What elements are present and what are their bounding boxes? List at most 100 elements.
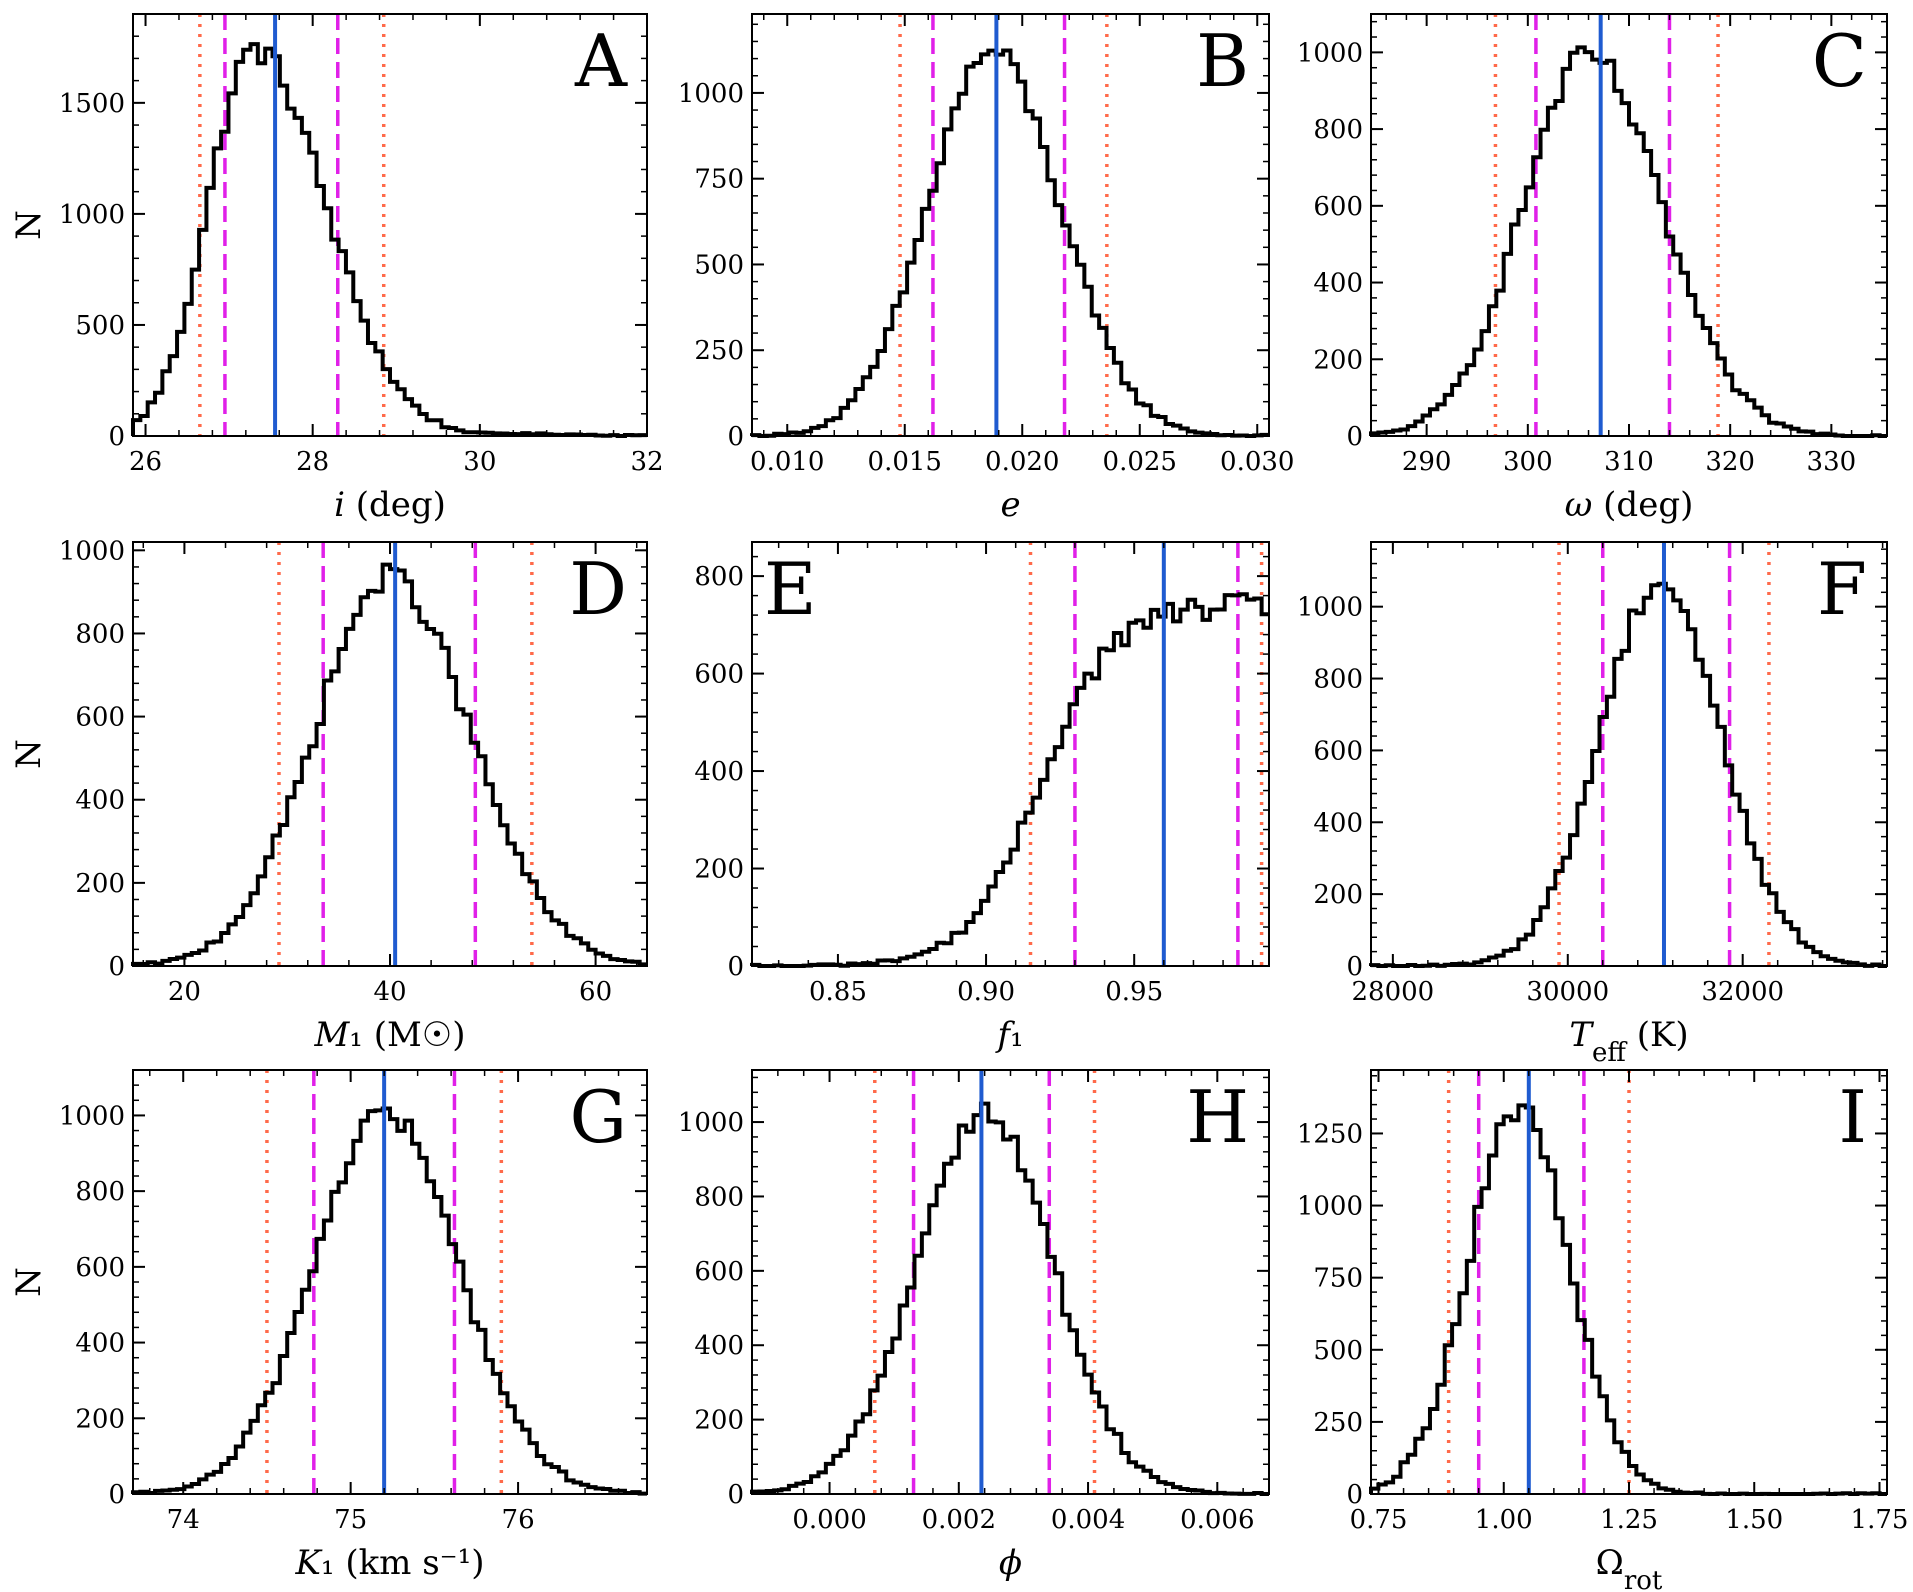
panel-h: 0.000 0.002 0.004 0.006 0 200 400 600 800 1000 ϕ H bbox=[678, 1069, 1270, 1583]
y-tick-label: 600 bbox=[1313, 192, 1363, 222]
x-tick-label: 330 bbox=[1807, 447, 1857, 477]
y-tick-label: 750 bbox=[694, 165, 744, 195]
plot-frame bbox=[1370, 13, 1888, 437]
panel-letter: D bbox=[569, 547, 627, 631]
histogram-steps bbox=[131, 1106, 647, 1496]
x-tick-label: 0.006 bbox=[1180, 1505, 1254, 1535]
x-tick-label: 32000 bbox=[1701, 977, 1784, 1007]
y-tick-label: 600 bbox=[1313, 736, 1363, 766]
y-tick-label: 0 bbox=[727, 422, 744, 452]
y-axis-label: N bbox=[9, 210, 49, 240]
y-tick-label: 0 bbox=[108, 422, 125, 452]
panel-b: 0.010 0.015 0.020 0.025 0.030 0 250 500 750 1000 e… bbox=[678, 13, 1294, 525]
x-tick-label: 75 bbox=[334, 1505, 367, 1535]
y-tick-label: 250 bbox=[1313, 1408, 1363, 1438]
panel-letter: B bbox=[1196, 19, 1249, 103]
x-tick-label: 0.000 bbox=[792, 1505, 866, 1535]
panel-c: 290 300 310 320 330 0 200 400 600 800 1000 ω (deg) C bbox=[1297, 13, 1888, 525]
y-tick-label: 250 bbox=[694, 336, 744, 366]
panel-letter: C bbox=[1812, 19, 1867, 103]
panel-a: 26 28 30 32 0 500 1000 1500 i (deg) N A bbox=[9, 13, 664, 525]
x-tick-label: 20 bbox=[168, 977, 201, 1007]
x-tick-label: 0.025 bbox=[1103, 447, 1177, 477]
y-tick-label: 1000 bbox=[1297, 1192, 1363, 1222]
x-tick-label: 0.95 bbox=[1105, 977, 1163, 1007]
y-tick-label: 0 bbox=[1346, 1480, 1363, 1510]
x-tick-label: 1.75 bbox=[1851, 1505, 1909, 1535]
y-tick-label: 750 bbox=[1313, 1264, 1363, 1294]
y-tick-label: 600 bbox=[75, 703, 125, 733]
x-tick-label: 0.002 bbox=[922, 1505, 996, 1535]
y-tick-label: 1000 bbox=[59, 536, 125, 566]
y-tick-label: 400 bbox=[694, 757, 744, 787]
y-tick-label: 600 bbox=[75, 1253, 125, 1283]
x-axis-label: f₁ bbox=[994, 1015, 1023, 1055]
x-tick-label: 26 bbox=[129, 447, 162, 477]
y-tick-label: 400 bbox=[75, 786, 125, 816]
y-tick-label: 400 bbox=[1313, 808, 1363, 838]
y-tick-label: 0 bbox=[727, 952, 744, 982]
y-tick-label: 500 bbox=[694, 250, 744, 280]
panel-letter: H bbox=[1186, 1075, 1249, 1159]
x-tick-label: 290 bbox=[1402, 447, 1452, 477]
y-tick-label: 800 bbox=[75, 1177, 125, 1207]
x-axis-label: Ωrot bbox=[1596, 1543, 1663, 1592]
panel-f: 28000 30000 32000 0 200 400 600 800 1000 Teff (K)… bbox=[1297, 541, 1888, 1068]
x-tick-label: 0.030 bbox=[1220, 447, 1294, 477]
y-tick-label: 1000 bbox=[678, 1108, 744, 1138]
x-tick-label: 0.75 bbox=[1350, 1505, 1408, 1535]
y-axis-label: N bbox=[9, 1267, 49, 1297]
histogram-steps bbox=[1369, 45, 1887, 438]
x-tick-label: 74 bbox=[167, 1505, 200, 1535]
panel-e: 0.85 0.90 0.95 0 200 400 600 800 f₁ E bbox=[694, 541, 1270, 1055]
x-axis-label: e bbox=[1000, 485, 1020, 525]
panel-g: 74 75 76 0 200 400 600 800 1000 K₁ (km s⁻¹) N G bbox=[9, 1069, 648, 1583]
panel-letter: A bbox=[574, 19, 628, 103]
y-tick-label: 1000 bbox=[1297, 593, 1363, 623]
y-tick-label: 500 bbox=[75, 311, 125, 341]
x-tick-label: 300 bbox=[1503, 447, 1553, 477]
histogram-steps bbox=[750, 592, 1269, 968]
y-tick-label: 200 bbox=[75, 869, 125, 899]
histogram-steps bbox=[750, 1101, 1269, 1496]
y-tick-label: 1000 bbox=[1297, 38, 1363, 68]
x-tick-label: 0.020 bbox=[985, 447, 1059, 477]
y-tick-label: 200 bbox=[1313, 880, 1363, 910]
y-tick-label: 0 bbox=[727, 1480, 744, 1510]
x-axis-label: i (deg) bbox=[334, 485, 446, 525]
x-tick-label: 32 bbox=[630, 447, 663, 477]
y-tick-label: 0 bbox=[1346, 952, 1363, 982]
y-tick-label: 0 bbox=[1346, 422, 1363, 452]
x-tick-label: 30 bbox=[463, 447, 496, 477]
x-tick-label: 28 bbox=[296, 447, 329, 477]
y-tick-label: 800 bbox=[1313, 665, 1363, 695]
x-axis-label: K₁ (km s⁻¹) bbox=[294, 1543, 484, 1583]
x-tick-label: 40 bbox=[373, 977, 406, 1007]
y-tick-label: 1250 bbox=[1297, 1119, 1363, 1149]
plot-frame bbox=[751, 541, 1270, 967]
y-tick-label: 600 bbox=[694, 660, 744, 690]
panel-letter: F bbox=[1817, 547, 1867, 631]
plot-frame bbox=[751, 13, 1270, 437]
x-tick-label: 0.004 bbox=[1051, 1505, 1125, 1535]
histogram-steps bbox=[131, 562, 647, 967]
x-tick-label: 28000 bbox=[1352, 977, 1435, 1007]
plot-frame bbox=[132, 13, 648, 437]
y-tick-label: 800 bbox=[1313, 115, 1363, 145]
y-tick-label: 200 bbox=[75, 1404, 125, 1434]
panel-letter: E bbox=[764, 547, 817, 631]
y-tick-label: 200 bbox=[694, 855, 744, 885]
x-axis-label: ϕ bbox=[999, 1543, 1022, 1583]
x-tick-label: 76 bbox=[502, 1505, 535, 1535]
panel-letter: I bbox=[1839, 1075, 1867, 1159]
x-tick-label: 320 bbox=[1705, 447, 1755, 477]
histogram-steps bbox=[1369, 581, 1887, 968]
plot-frame bbox=[1370, 541, 1888, 967]
y-tick-label: 800 bbox=[694, 562, 744, 592]
y-tick-label: 0 bbox=[108, 1480, 125, 1510]
x-axis-label: ω (deg) bbox=[1565, 485, 1694, 525]
x-tick-label: 0.85 bbox=[809, 977, 867, 1007]
y-tick-label: 1000 bbox=[678, 79, 744, 109]
